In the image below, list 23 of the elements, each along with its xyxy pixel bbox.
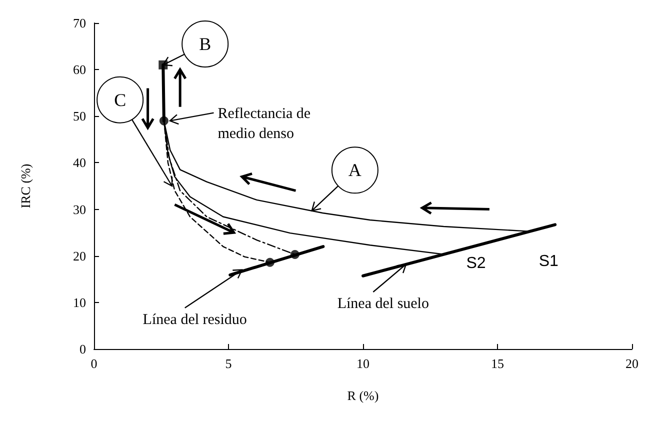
y-axis-title: IRC (%)	[18, 164, 33, 208]
annotation: Línea del residuo	[142, 312, 247, 328]
y-tick-label: 20	[73, 248, 86, 264]
x-tick-label: 5	[225, 356, 232, 371]
y-tick-label: 70	[73, 16, 86, 30]
annotation: B	[199, 34, 212, 54]
y-tick-label: 40	[73, 155, 86, 170]
annotation: Línea del suelo	[337, 296, 429, 312]
x-tick-label: 0	[90, 356, 98, 371]
x-tick-label: 20	[626, 356, 638, 371]
y-tick-label: 10	[73, 294, 86, 310]
y-tick-label: 50	[73, 108, 86, 124]
x-tick-label: 15	[491, 356, 504, 371]
annotation: S2	[466, 254, 486, 272]
y-tick-label: 60	[73, 62, 86, 78]
y-tick-label: 0	[80, 342, 86, 356]
annotation: S1	[538, 253, 558, 270]
annotation: A	[348, 160, 362, 180]
y-tick-label: 30	[73, 202, 86, 217]
x-axis-title: R (%)	[347, 388, 379, 403]
annotation: Reflectancia de medio denso	[218, 106, 311, 142]
x-tick-label: 10	[356, 356, 370, 371]
annotation: C	[114, 90, 126, 110]
